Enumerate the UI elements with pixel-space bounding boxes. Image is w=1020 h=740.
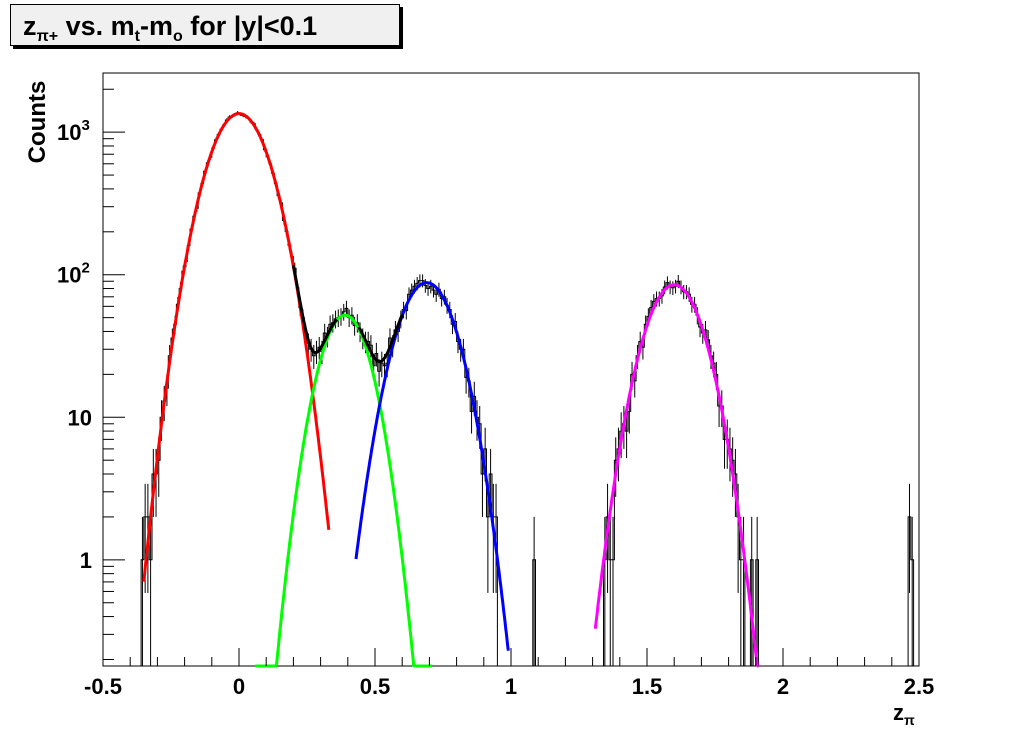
total-fit-segment-2 bbox=[357, 313, 404, 364]
y-tick-label: 103 bbox=[57, 117, 90, 145]
y-axis-title: Counts bbox=[24, 81, 51, 164]
gaussian-fit-3 bbox=[354, 281, 510, 651]
title-main: z bbox=[23, 11, 37, 41]
x-axis-title: zπ bbox=[893, 700, 915, 728]
y-tick-label: 1 bbox=[80, 548, 92, 573]
gaussian-fit-1 bbox=[142, 112, 331, 582]
x-tick-label: 2 bbox=[777, 674, 789, 699]
y-tick-label: 10 bbox=[68, 405, 92, 430]
x-tick-label: 0 bbox=[233, 674, 245, 699]
title-main-sub: π+ bbox=[37, 28, 59, 43]
fit-layer bbox=[142, 112, 759, 668]
gaussian-fit-2 bbox=[255, 313, 433, 668]
chart-title: zπ+ vs. mt-mo for |y|<0.1 bbox=[23, 11, 317, 43]
title-part2: -m bbox=[140, 11, 173, 41]
total-fit-segment-1 bbox=[291, 265, 339, 355]
title-part1-sub: t bbox=[135, 28, 141, 43]
title-part3: for |y|<0.1 bbox=[183, 11, 317, 41]
x-tick-label: 1.5 bbox=[632, 674, 663, 699]
histogram-outline bbox=[103, 112, 919, 667]
title-part2-sub: o bbox=[173, 28, 183, 43]
chart-title-box: zπ+ vs. mt-mo for |y|<0.1 bbox=[10, 4, 400, 46]
x-axis-title-main: z bbox=[893, 700, 904, 725]
title-part1: vs. m bbox=[58, 11, 135, 41]
x-tick-label: 1 bbox=[505, 674, 517, 699]
x-tick-label: 0.5 bbox=[360, 674, 391, 699]
x-tick-label: 2.5 bbox=[904, 674, 935, 699]
axis-layer: -0.5 0 0.5 1 1.5 2 2.5 1 10 102 103 bbox=[57, 88, 935, 699]
histogram-layer bbox=[103, 111, 919, 667]
plot-frame bbox=[102, 72, 920, 667]
x-tick-label: -0.5 bbox=[84, 674, 122, 699]
gaussian-fit-4 bbox=[593, 283, 759, 668]
x-axis-title-sub: π bbox=[904, 712, 915, 728]
y-tick-label: 102 bbox=[57, 260, 90, 288]
